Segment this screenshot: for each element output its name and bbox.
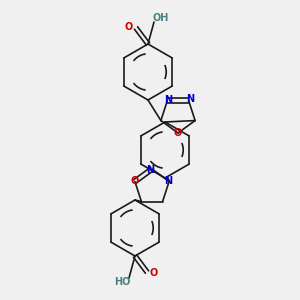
- Text: O: O: [150, 268, 158, 278]
- Text: N: N: [187, 94, 195, 104]
- Text: O: O: [131, 176, 139, 186]
- Text: N: N: [164, 95, 172, 105]
- Text: OH: OH: [153, 13, 169, 23]
- Text: O: O: [174, 128, 182, 138]
- Text: O: O: [125, 22, 133, 32]
- Text: HO: HO: [114, 277, 130, 287]
- Text: N: N: [164, 176, 172, 186]
- Text: N: N: [146, 165, 154, 175]
